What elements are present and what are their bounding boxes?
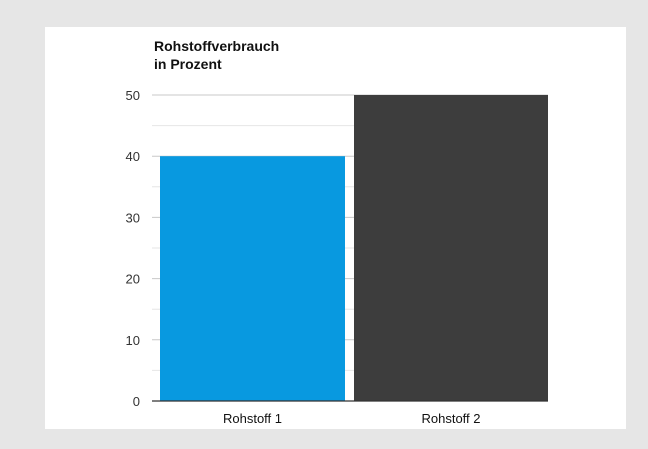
x-tick-label: Rohstoff 2 (421, 411, 480, 426)
chart-title: Rohstoffverbrauch in Prozent (154, 37, 279, 73)
bar-1 (160, 156, 345, 401)
y-tick-label: 0 (133, 394, 140, 409)
bar-2 (354, 95, 548, 401)
bar-chart: Rohstoff 1 Rohstoff 2 0 10 20 30 40 50 (126, 88, 548, 426)
y-tick-label: 20 (126, 272, 140, 287)
x-tick-label: Rohstoff 1 (223, 411, 282, 426)
y-tick-label: 50 (126, 88, 140, 103)
chart-title-line-2: in Prozent (154, 56, 222, 72)
y-tick-label: 30 (126, 210, 140, 225)
chart-title-line-1: Rohstoffverbrauch (154, 38, 280, 54)
y-tick-label: 10 (126, 333, 140, 348)
y-tick-label: 40 (126, 149, 140, 164)
